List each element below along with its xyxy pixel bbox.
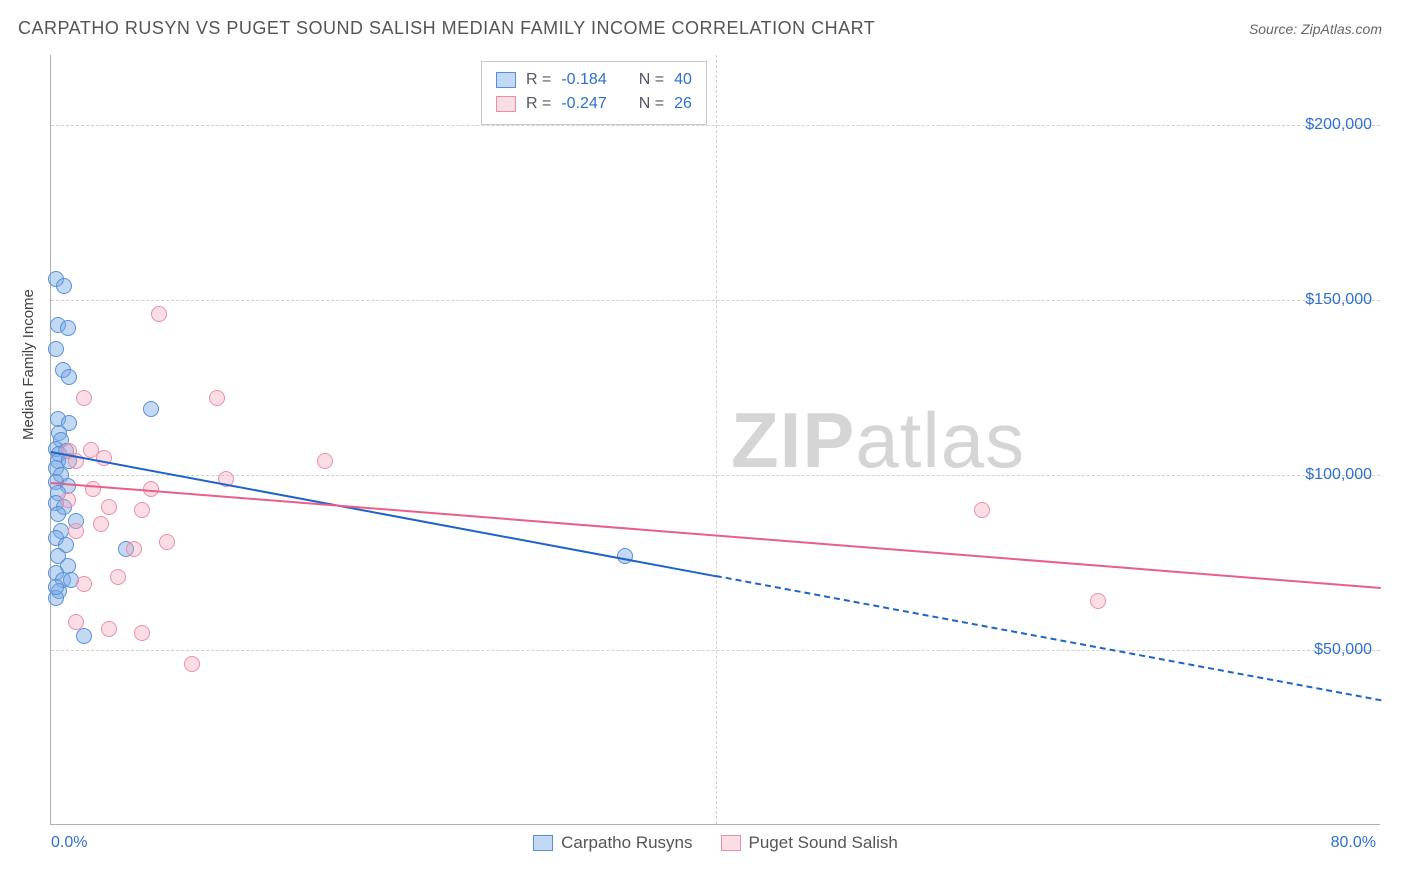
legend-label: Carpatho Rusyns — [561, 833, 692, 853]
data-point-salish — [85, 481, 101, 497]
stats-row: R = -0.247 N = 26 — [496, 92, 692, 116]
stat-r-value: -0.247 — [561, 92, 606, 116]
data-point-carpatho — [60, 320, 76, 336]
y-tick-label: $200,000 — [1305, 116, 1372, 134]
data-point-salish — [93, 516, 109, 532]
data-point-salish — [101, 499, 117, 515]
stat-n-label: N = — [639, 92, 664, 116]
legend-swatch — [721, 835, 741, 851]
x-tick-label: 80.0% — [1331, 834, 1376, 852]
watermark-bold: ZIP — [731, 396, 855, 484]
trend-line — [51, 451, 716, 577]
data-point-salish — [126, 541, 142, 557]
y-axis-label: Median Family Income — [20, 289, 37, 440]
y-tick-label: $150,000 — [1305, 291, 1372, 309]
data-point-salish — [101, 621, 117, 637]
data-point-salish — [134, 502, 150, 518]
legend-swatch — [496, 96, 516, 112]
stat-n-value: 40 — [674, 68, 692, 92]
chart-title: CARPATHO RUSYN VS PUGET SOUND SALISH MED… — [18, 18, 875, 39]
data-point-carpatho — [50, 506, 66, 522]
data-point-salish — [184, 656, 200, 672]
data-point-salish — [68, 614, 84, 630]
stat-n-label: N = — [639, 68, 664, 92]
data-point-salish — [110, 569, 126, 585]
stat-r-label: R = — [526, 68, 551, 92]
legend-label: Puget Sound Salish — [749, 833, 898, 853]
stats-legend-box: R = -0.184 N = 40 R = -0.247 N = 26 — [481, 61, 707, 125]
data-point-salish — [76, 390, 92, 406]
legend-item: Carpatho Rusyns — [533, 833, 692, 853]
chart-plot-area: ZIPatlas R =-0.184N =40R =-0.247N =26 Ca… — [50, 55, 1380, 825]
data-point-salish — [974, 502, 990, 518]
x-tick-label: 0.0% — [51, 834, 87, 852]
stats-row: R = -0.184 N = 40 — [496, 68, 692, 92]
data-point-salish — [68, 523, 84, 539]
data-point-salish — [134, 625, 150, 641]
data-point-carpatho — [48, 579, 64, 595]
data-point-salish — [151, 306, 167, 322]
y-tick-label: $100,000 — [1305, 466, 1372, 484]
stat-r-value: -0.184 — [561, 68, 606, 92]
chart-header: CARPATHO RUSYN VS PUGET SOUND SALISH MED… — [18, 18, 1382, 39]
source-label: Source: ZipAtlas.com — [1249, 21, 1382, 37]
data-point-salish — [159, 534, 175, 550]
y-tick-label: $50,000 — [1314, 641, 1372, 659]
bottom-legend: Carpatho Rusyns Puget Sound Salish — [51, 833, 1380, 856]
legend-swatch — [496, 72, 516, 88]
stat-n-value: 26 — [674, 92, 692, 116]
data-point-salish — [209, 390, 225, 406]
watermark: ZIPatlas — [731, 395, 1025, 486]
data-point-salish — [1090, 593, 1106, 609]
data-point-salish — [60, 492, 76, 508]
data-point-salish — [317, 453, 333, 469]
data-point-carpatho — [143, 401, 159, 417]
stat-r-label: R = — [526, 92, 551, 116]
data-point-carpatho — [56, 278, 72, 294]
trend-line-dash — [716, 575, 1381, 701]
legend-item: Puget Sound Salish — [721, 833, 898, 853]
data-point-carpatho — [76, 628, 92, 644]
data-point-carpatho — [61, 369, 77, 385]
gridline-v — [716, 55, 717, 824]
data-point-salish — [76, 576, 92, 592]
legend-swatch — [533, 835, 553, 851]
data-point-carpatho — [48, 341, 64, 357]
watermark-rest: atlas — [855, 396, 1025, 484]
